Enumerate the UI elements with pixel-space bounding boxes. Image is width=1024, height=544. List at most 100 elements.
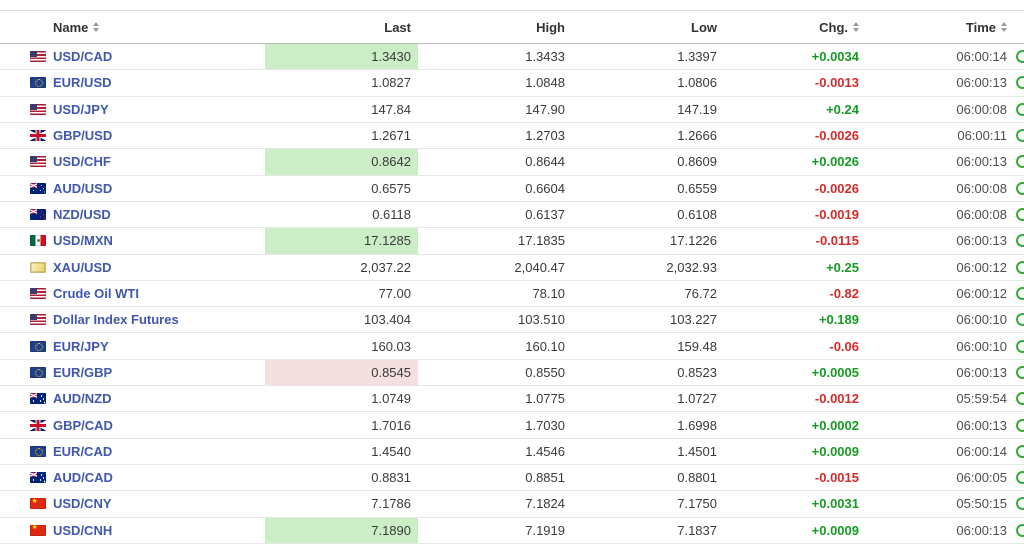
instrument-link[interactable]: EUR/USD bbox=[53, 75, 112, 91]
time-cell: 05:59:54 bbox=[956, 391, 1007, 407]
gb-flag-icon bbox=[30, 419, 46, 431]
chg-cell: +0.0031 bbox=[811, 496, 859, 512]
chg-cell: -0.0115 bbox=[815, 233, 859, 249]
table-row: USD/JPY 147.84 147.90 147.19 +0.24 06:00… bbox=[0, 97, 1024, 123]
status-cell bbox=[1014, 202, 1024, 227]
high-cell: 1.7030 bbox=[525, 417, 565, 433]
instrument-link[interactable]: GBP/USD bbox=[53, 128, 113, 144]
status-cell bbox=[1014, 44, 1024, 69]
status-cell bbox=[1014, 360, 1024, 385]
table-row: USD/MXN 17.1285 17.1835 17.1226 -0.0115 … bbox=[0, 228, 1024, 255]
low-cell: 76.72 bbox=[684, 285, 717, 301]
eu-flag-icon bbox=[30, 340, 46, 352]
chg-cell: +0.0009 bbox=[811, 522, 859, 538]
column-header-high-label: High bbox=[536, 19, 565, 35]
status-cell bbox=[1014, 228, 1024, 253]
instrument-link[interactable]: GBP/CAD bbox=[53, 417, 113, 433]
column-header-chg[interactable]: Chg. bbox=[724, 11, 866, 43]
table-row: NZD/USD 0.6118 0.6137 0.6108 -0.0019 06:… bbox=[0, 202, 1024, 229]
high-cell: 1.4546 bbox=[525, 443, 565, 459]
status-cell bbox=[1014, 149, 1024, 174]
instrument-link[interactable]: USD/CHF bbox=[53, 154, 111, 170]
market-open-clock-icon bbox=[1016, 339, 1024, 353]
instrument-link[interactable]: EUR/JPY bbox=[53, 338, 109, 354]
market-open-clock-icon bbox=[1016, 155, 1024, 169]
name-cell: EUR/CAD bbox=[0, 439, 265, 464]
last-cell: 0.6575 bbox=[371, 180, 411, 196]
low-cell: 7.1837 bbox=[677, 522, 717, 538]
time-cell: 06:00:08 bbox=[956, 101, 1007, 117]
high-cell: 7.1919 bbox=[525, 522, 565, 538]
us-flag-icon bbox=[30, 103, 46, 115]
sort-arrows-icon bbox=[853, 22, 859, 32]
column-header-last: Last bbox=[265, 11, 418, 43]
time-cell: 06:00:10 bbox=[956, 338, 1007, 354]
name-cell: EUR/JPY bbox=[0, 333, 265, 358]
time-cell: 06:00:05 bbox=[956, 470, 1007, 486]
instrument-link[interactable]: USD/CAD bbox=[53, 49, 113, 65]
instrument-link[interactable]: AUD/USD bbox=[53, 180, 113, 196]
gb-flag-icon bbox=[30, 130, 46, 142]
chg-cell: +0.0002 bbox=[811, 417, 859, 433]
status-cell bbox=[1014, 412, 1024, 437]
name-cell: USD/CHF bbox=[0, 149, 265, 174]
high-cell: 7.1824 bbox=[525, 496, 565, 512]
low-cell: 1.0806 bbox=[677, 75, 717, 91]
low-cell: 1.3397 bbox=[677, 49, 717, 65]
high-cell: 0.6137 bbox=[525, 207, 565, 223]
chg-cell: +0.189 bbox=[818, 312, 859, 328]
last-cell: 0.8642 bbox=[265, 149, 418, 175]
column-header-time[interactable]: Time bbox=[866, 11, 1014, 43]
instrument-link[interactable]: Dollar Index Futures bbox=[53, 312, 179, 328]
time-cell: 06:00:08 bbox=[956, 207, 1007, 223]
last-cell: 17.1285 bbox=[265, 228, 418, 254]
instrument-link[interactable]: EUR/CAD bbox=[53, 443, 113, 459]
instrument-link[interactable]: Crude Oil WTI bbox=[53, 285, 139, 301]
time-cell: 05:50:15 bbox=[956, 496, 1007, 512]
instrument-link[interactable]: USD/MXN bbox=[53, 233, 113, 249]
instrument-link[interactable]: AUD/CAD bbox=[53, 470, 113, 486]
us-flag-icon bbox=[30, 51, 46, 63]
last-cell: 0.8831 bbox=[371, 470, 411, 486]
chg-cell: +0.0034 bbox=[811, 49, 859, 65]
low-cell: 1.2666 bbox=[677, 128, 717, 144]
market-open-clock-icon bbox=[1016, 313, 1024, 327]
column-header-name[interactable]: Name bbox=[0, 11, 265, 43]
market-open-clock-icon bbox=[1016, 260, 1024, 274]
status-cell bbox=[1014, 176, 1024, 201]
instrument-link[interactable]: USD/JPY bbox=[53, 101, 109, 117]
last-cell: 1.0749 bbox=[371, 391, 411, 407]
chg-cell: +0.24 bbox=[826, 101, 859, 117]
high-cell: 103.510 bbox=[518, 312, 565, 328]
instrument-link[interactable]: USD/CNY bbox=[53, 496, 112, 512]
name-cell: NZD/USD bbox=[0, 202, 265, 227]
market-open-clock-icon bbox=[1016, 471, 1024, 485]
low-cell: 103.227 bbox=[670, 312, 717, 328]
low-cell: 1.6998 bbox=[677, 417, 717, 433]
instrument-link[interactable]: XAU/USD bbox=[53, 259, 112, 275]
low-cell: 0.8801 bbox=[677, 470, 717, 486]
market-open-clock-icon bbox=[1016, 497, 1024, 511]
instrument-link[interactable]: USD/CNH bbox=[53, 522, 113, 538]
instrument-link[interactable]: AUD/NZD bbox=[53, 391, 112, 407]
name-cell: AUD/NZD bbox=[0, 386, 265, 411]
nz-flag-icon bbox=[30, 209, 46, 221]
chg-cell: -0.0015 bbox=[814, 470, 859, 486]
chg-cell: -0.0012 bbox=[814, 391, 859, 407]
name-cell: USD/CAD bbox=[0, 44, 265, 69]
column-header-last-label: Last bbox=[384, 19, 411, 35]
table-row: AUD/USD 0.6575 0.6604 0.6559 -0.0026 06:… bbox=[0, 176, 1024, 202]
status-cell bbox=[1014, 123, 1024, 148]
instrument-link[interactable]: NZD/USD bbox=[53, 207, 111, 223]
last-cell: 1.7016 bbox=[371, 417, 411, 433]
table-row: Crude Oil WTI 77.00 78.10 76.72 -0.82 06… bbox=[0, 281, 1024, 308]
status-cell bbox=[1014, 386, 1024, 411]
instrument-link[interactable]: EUR/GBP bbox=[53, 364, 113, 380]
last-cell: 103.404 bbox=[364, 312, 411, 328]
chg-cell: -0.0026 bbox=[814, 128, 859, 144]
table-row: EUR/CAD 1.4540 1.4546 1.4501 +0.0009 06:… bbox=[0, 439, 1024, 465]
high-cell: 0.8550 bbox=[525, 364, 565, 380]
table-row: AUD/CAD 0.8831 0.8851 0.8801 -0.0015 06:… bbox=[0, 465, 1024, 492]
cn-flag-icon bbox=[30, 498, 46, 510]
eu-flag-icon bbox=[30, 77, 46, 89]
